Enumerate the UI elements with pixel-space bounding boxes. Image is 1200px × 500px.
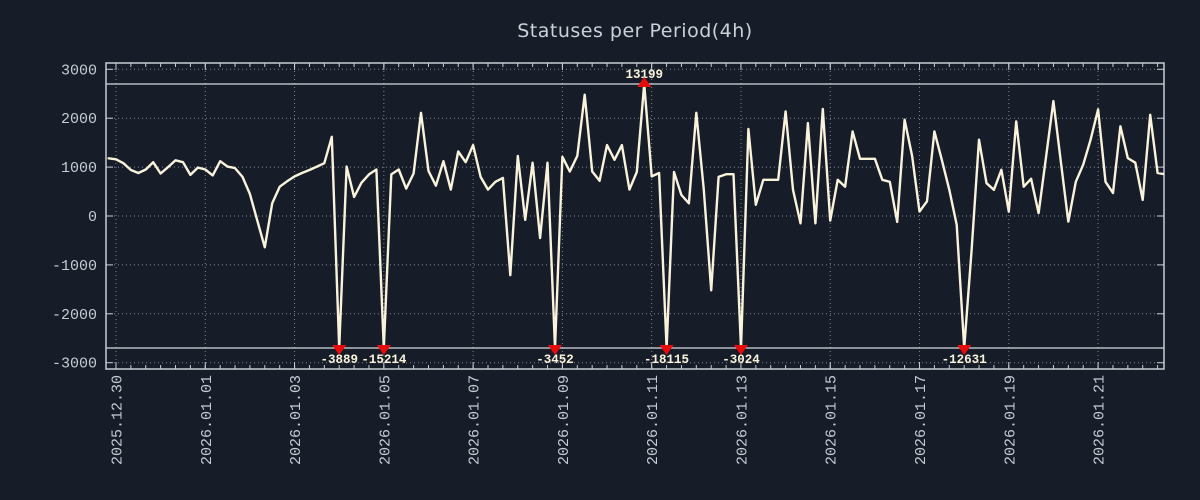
annotation-label: -15214 xyxy=(361,353,407,367)
y-tick-label: 1000 xyxy=(61,160,97,177)
axis-ticks xyxy=(106,63,1164,369)
x-tick-label: 2026.01.09 xyxy=(556,375,573,465)
annotation-label: -3452 xyxy=(536,353,574,367)
clip-markers: -3889 -15214 -3452 13199 -18115 -3024 -12631 xyxy=(320,68,986,367)
x-tick-label: 2026.01.19 xyxy=(1002,375,1019,465)
x-tick-label: 2026.01.07 xyxy=(467,375,484,465)
clip-lines xyxy=(106,83,1164,349)
chart-title: Statuses per Period(4h) xyxy=(517,20,753,42)
clip-marker-triangle xyxy=(733,345,748,356)
x-tick-label: 2026.01.15 xyxy=(824,375,841,465)
x-tick-label: 2026.01.11 xyxy=(645,375,662,465)
y-tick-label: 2000 xyxy=(61,111,97,128)
series-line xyxy=(107,82,1165,350)
clip-marker-triangle xyxy=(637,76,652,87)
clip-marker-triangle xyxy=(547,345,562,356)
clip-marker-triangle xyxy=(957,345,972,356)
x-tick-label: 2025.12.30 xyxy=(110,375,127,465)
clip-marker-triangle xyxy=(332,345,347,356)
annotation-label: -18115 xyxy=(644,353,689,367)
gridlines xyxy=(106,63,1164,369)
x-axis-labels: 2025.12.30 2026.01.01 2026.01.03 2026.01.05… xyxy=(110,375,1109,465)
y-tick-label: 0 xyxy=(88,209,97,226)
y-tick-label: -2000 xyxy=(52,307,97,324)
x-tick-label: 2026.01.01 xyxy=(199,375,216,465)
y-axis-labels: 3000 2000 1000 0 -1000 -2000 -3000 xyxy=(52,62,97,372)
x-tick-label: 2026.01.21 xyxy=(1092,375,1109,465)
y-tick-label: -1000 xyxy=(52,258,97,275)
x-tick-label: 2026.01.05 xyxy=(377,375,394,465)
annotation-label: 13199 xyxy=(625,68,663,82)
clip-marker-triangle xyxy=(376,345,391,356)
annotation-label: -3889 xyxy=(320,353,358,367)
y-tick-label: 3000 xyxy=(61,62,97,79)
clip-marker-triangle xyxy=(659,345,674,356)
x-tick-label: 2026.01.03 xyxy=(288,375,305,465)
y-tick-label: -3000 xyxy=(52,356,97,373)
annotation-label: -12631 xyxy=(942,353,987,367)
x-tick-label: 2026.01.17 xyxy=(913,375,930,465)
annotation-label: -3024 xyxy=(722,353,760,367)
x-tick-label: 2026.01.13 xyxy=(734,375,751,465)
